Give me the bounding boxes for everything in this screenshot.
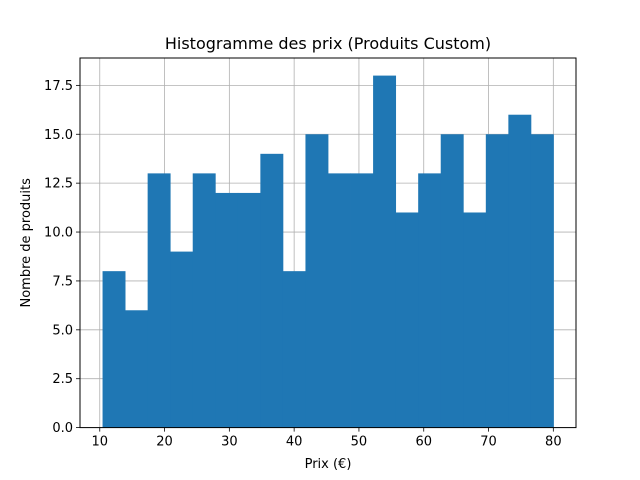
plot-frame (79, 57, 577, 429)
histogram-bar (485, 134, 509, 428)
histogram-bar (215, 192, 239, 428)
histogram-bar (125, 310, 149, 428)
x-tick-label: 30 (221, 435, 238, 450)
histogram-bars (102, 75, 554, 428)
histogram-bar (440, 134, 464, 428)
histogram-bar (328, 173, 351, 428)
x-tick-label: 20 (156, 435, 173, 450)
x-tick-label: 40 (286, 435, 303, 450)
y-tick-label: 10.0 (44, 226, 73, 241)
x-axis-ticks: 10 20 30 40 50 60 70 80 (91, 427, 562, 450)
y-tick-label: 0.0 (52, 421, 73, 436)
histogram-bar (373, 75, 397, 428)
histogram-bar (418, 173, 442, 428)
x-tick-label: 10 (91, 435, 108, 450)
y-tick-label: 15.0 (44, 128, 73, 143)
chart-title: Histogramme des prix (Produits Custom) (165, 34, 491, 53)
y-tick-label: 17.5 (44, 79, 73, 94)
histogram-bar (463, 212, 487, 428)
x-tick-label: 60 (415, 435, 432, 450)
histogram-bar (237, 192, 261, 428)
histogram-bar (508, 114, 532, 428)
y-axis-ticks: 0.0 2.5 5.0 7.5 10.0 12.5 15.0 17.5 (44, 79, 80, 436)
histogram-bar (192, 173, 216, 428)
y-tick-label: 5.0 (52, 323, 73, 338)
histogram-bar (282, 271, 306, 428)
x-tick-label: 70 (480, 435, 497, 450)
histogram-bar (147, 173, 171, 428)
histogram-bar (350, 173, 374, 428)
histogram-bar (530, 134, 554, 428)
x-axis-label: Prix (€) (305, 457, 352, 472)
histogram-bar (170, 251, 194, 428)
y-axis-label: Nombre de produits (19, 178, 34, 308)
y-tick-label: 7.5 (52, 274, 73, 289)
histogram-bar (395, 212, 419, 428)
histogram-bar (102, 271, 126, 428)
y-tick-label: 12.5 (44, 177, 73, 192)
x-tick-label: 50 (351, 435, 368, 450)
histogram-bar (305, 134, 329, 428)
histogram-bar (260, 153, 284, 428)
y-tick-label: 2.5 (52, 372, 73, 387)
x-tick-label: 80 (545, 435, 562, 450)
